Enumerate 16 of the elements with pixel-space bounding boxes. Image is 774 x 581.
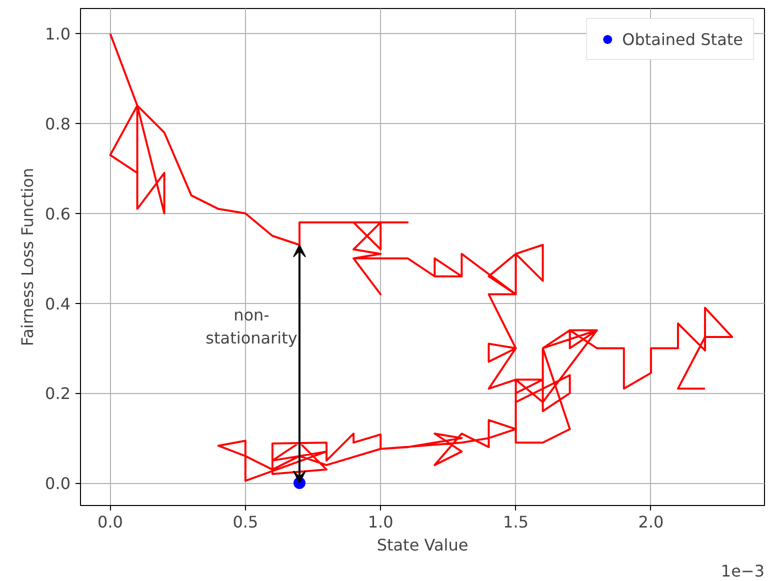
x-tick-label: 2.0 [638,512,664,532]
y-tick-label: 1.0 [45,24,71,44]
y-axis-title: Fairness Loss Function [18,168,38,346]
text: 1e−3 [720,562,764,580]
y-tick-label: 0.4 [45,294,71,314]
x-tick-label: 0.5 [232,512,258,532]
legend-label: Obtained State [622,30,743,48]
x-tick-label: 1.0 [368,512,394,532]
x-tick-label: 0.0 [98,512,123,532]
y-tick-label: 0.6 [45,204,71,224]
y-tick-label: 0.0 [45,474,71,494]
annotation: non- stationarity [206,306,298,348]
x-tick-label: 1.5 [503,512,529,532]
y-tick-label: 0.8 [45,114,71,134]
x-axis-title: State Value [376,536,468,554]
y-tick-label: 0.2 [45,384,71,404]
